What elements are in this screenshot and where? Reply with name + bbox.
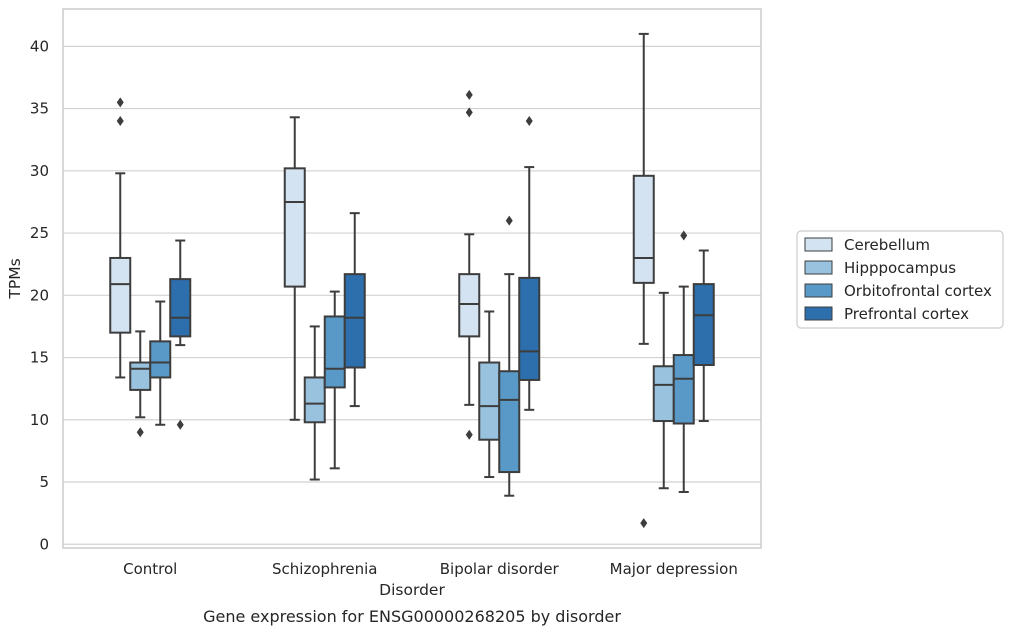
legend-label: Orbitofrontal cortex [844, 282, 992, 300]
boxes [109, 32, 715, 529]
outlier-point [465, 89, 473, 100]
box [323, 315, 346, 389]
gridlines [63, 45, 761, 545]
legend-swatch [804, 260, 833, 275]
outlier-point [136, 427, 144, 438]
box [343, 273, 366, 369]
y-tick-label: 35 [30, 100, 49, 118]
box [672, 354, 695, 425]
box-group [109, 97, 132, 379]
box-group [129, 330, 152, 438]
y-tick-label: 25 [30, 224, 49, 242]
legend-swatch [804, 283, 833, 298]
box-group [458, 89, 481, 440]
y-tick-label: 40 [30, 37, 49, 55]
outlier-point [640, 518, 648, 529]
outlier-point [465, 107, 473, 118]
box [478, 361, 501, 441]
box [518, 276, 541, 381]
box [632, 174, 655, 284]
y-tick-label: 0 [39, 535, 49, 553]
box-group [323, 290, 346, 470]
x-tick-label: Major depression [610, 560, 738, 578]
legend-label: Prefrontal cortex [844, 305, 969, 323]
box-group [303, 325, 326, 481]
outlier-point [505, 215, 513, 226]
x-tick-label: Schizophrenia [272, 560, 377, 578]
box-group [652, 291, 675, 490]
y-tick-label: 20 [30, 286, 49, 304]
y-tick-label: 15 [30, 349, 49, 367]
legend-label: Hipppocampus [844, 259, 956, 277]
x-tick-labels: Control Schizophrenia Bipolar disorder Majo… [123, 560, 738, 578]
box-group [498, 215, 521, 497]
box [149, 340, 172, 379]
outlier-point [176, 419, 184, 430]
x-axis-label: Disorder [379, 581, 445, 599]
plot-frame [62, 8, 762, 549]
box-group [632, 32, 655, 529]
box [303, 376, 326, 424]
box-group [283, 116, 306, 421]
box [169, 278, 192, 338]
legend-label: Cerebellum [844, 236, 930, 254]
outlier-point [116, 116, 124, 127]
outlier-point [680, 230, 688, 241]
y-tick-label: 30 [30, 162, 49, 180]
outlier-point [525, 116, 533, 127]
legend: Cerebellum Hipppocampus Orbitofrontal cort… [796, 230, 1004, 329]
box [692, 283, 715, 367]
legend-swatch [804, 306, 833, 321]
y-tick-label: 10 [30, 411, 49, 429]
x-tick-label: Bipolar disorder [440, 560, 560, 578]
box-group [518, 116, 541, 411]
legend-swatch [804, 237, 833, 252]
box-group [692, 249, 715, 423]
outlier-point [465, 429, 473, 440]
box-group [343, 212, 366, 408]
legend-frame [796, 230, 1004, 329]
box [283, 167, 306, 288]
box [109, 256, 132, 334]
y-tick-label: 5 [39, 473, 49, 491]
outlier-point [116, 97, 124, 108]
box-group [169, 239, 192, 430]
box-group [478, 310, 501, 479]
box-group [672, 230, 695, 493]
box [652, 365, 675, 423]
box [458, 273, 481, 338]
box [129, 361, 152, 391]
box [498, 370, 521, 474]
box-group [149, 300, 172, 426]
y-tick-labels: 0 5 10 15 20 25 30 35 40 [30, 37, 49, 553]
figure-caption: Gene expression for ENSG00000268205 by d… [203, 607, 621, 626]
x-tick-label: Control [123, 560, 177, 578]
y-axis-label: TPMs [6, 258, 24, 299]
